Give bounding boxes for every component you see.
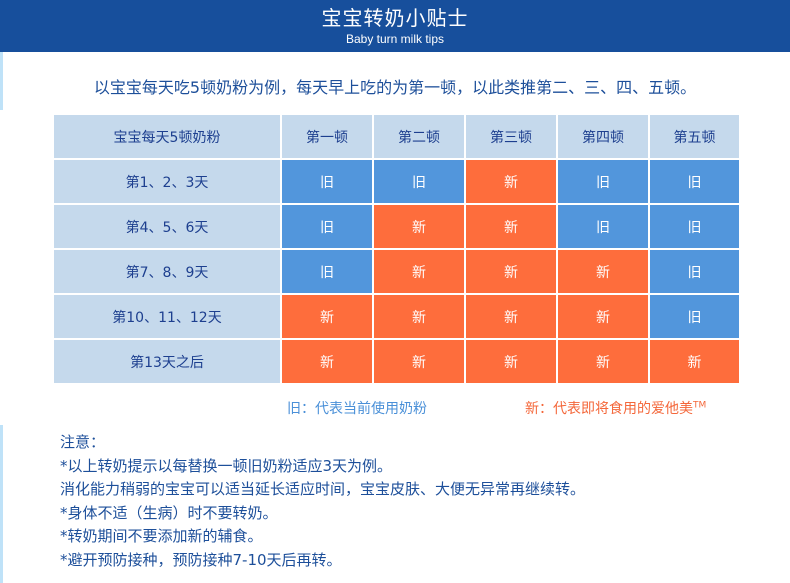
- page-title: 宝宝转奶小贴士: [321, 6, 469, 30]
- header-banner: 宝宝转奶小贴士 Baby turn milk tips: [0, 0, 790, 52]
- note-line: *以上转奶提示以每替换一顿旧奶粉适应3天为例。: [60, 456, 393, 475]
- legend-old: 旧：代表当前使用奶粉: [287, 401, 427, 417]
- table-cell-new: 新: [374, 250, 464, 293]
- table-cell-old: 旧: [650, 205, 739, 248]
- table-cell-new: 新: [466, 295, 556, 338]
- note-line: 消化能力稍弱的宝宝可以适当延长适应时间，宝宝皮肤、大便无异常再继续转。: [60, 480, 586, 498]
- left-accent-stripe: [0, 425, 3, 583]
- table-cell-new: 新: [466, 250, 556, 293]
- column-header: 第二顿: [374, 115, 464, 158]
- note-line: *转奶期间不要添加新的辅食。: [60, 527, 263, 545]
- row-label: 第4、5、6天: [54, 205, 280, 248]
- column-header: 第一顿: [282, 115, 372, 158]
- notes-heading: 注意：: [60, 433, 106, 451]
- table-corner-header: 宝宝每天5顿奶粉: [54, 115, 280, 158]
- row-label: 第1、2、3天: [54, 160, 280, 203]
- page-subtitle: Baby turn milk tips: [345, 32, 445, 46]
- table-cell-new: 新: [374, 205, 464, 248]
- row-label: 第10、11、12天: [54, 295, 280, 338]
- table-cell-new: 新: [374, 295, 464, 338]
- table-cell-old: 旧: [650, 250, 739, 293]
- note-line: *身体不适（生病）时不要转奶。: [60, 503, 278, 522]
- table-cell-new: 新: [558, 295, 648, 338]
- table-cell-old: 旧: [282, 205, 372, 248]
- table-cell-old: 旧: [282, 250, 372, 293]
- column-header: 第四顿: [558, 115, 648, 158]
- table-cell-old: 旧: [282, 160, 372, 203]
- notes-section: 注意： *以上转奶提示以每替换一顿旧奶粉适应3天为例。 消化能力稍弱的宝宝可以适…: [60, 431, 585, 572]
- table-cell-new: 新: [466, 160, 556, 203]
- table-cell-old: 旧: [650, 160, 739, 203]
- column-header: 第五顿: [650, 115, 739, 158]
- table-cell-old: 旧: [650, 295, 739, 338]
- table-cell-new: 新: [558, 250, 648, 293]
- trademark-mark: TM: [693, 400, 707, 411]
- table-cell-new: 新: [282, 340, 372, 383]
- table-cell-old: 旧: [374, 160, 464, 203]
- legend-new-text: 新：代表即将食用的爱他美: [525, 401, 693, 417]
- feeding-schedule-table: 宝宝每天5顿奶粉 第一顿 第二顿 第三顿 第四顿 第五顿 第1、2、3天 旧 旧…: [54, 115, 739, 383]
- note-line: *避开预防接种，预防接种7-10天后再转。: [60, 550, 342, 569]
- table-cell-new: 新: [466, 205, 556, 248]
- left-accent-stripe: [0, 52, 3, 110]
- row-label: 第7、8、9天: [54, 250, 280, 293]
- row-label: 第13天之后: [54, 340, 280, 383]
- table-cell-new: 新: [282, 295, 372, 338]
- column-header: 第三顿: [466, 115, 556, 158]
- table-cell-old: 旧: [558, 160, 648, 203]
- table-cell-new: 新: [374, 340, 464, 383]
- table-cell-old: 旧: [558, 205, 648, 248]
- legend-new: 新：代表即将食用的爱他美TM: [525, 398, 706, 418]
- intro-text: 以宝宝每天吃5顿奶粉为例，每天早上吃的为第一顿，以此类推第二、三、四、五顿。: [93, 78, 697, 97]
- table-cell-new: 新: [558, 340, 648, 383]
- table-cell-new: 新: [650, 340, 739, 383]
- table-cell-new: 新: [466, 340, 556, 383]
